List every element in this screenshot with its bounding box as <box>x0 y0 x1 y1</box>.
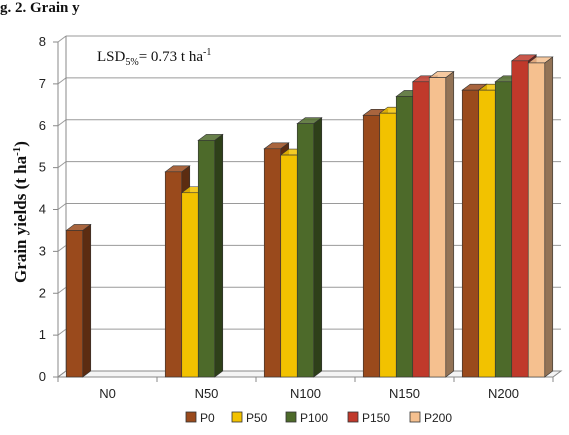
bar <box>412 81 430 378</box>
gridline-side <box>57 77 67 85</box>
bar-P100-N100 <box>296 117 323 378</box>
bars <box>65 54 554 378</box>
gridline-side <box>57 328 67 336</box>
y-tick-label: 2 <box>39 285 46 300</box>
bar-P0-N0 <box>65 223 92 378</box>
gridline-side <box>57 35 67 43</box>
y-tick-label: 7 <box>39 76 46 91</box>
bar <box>494 81 513 378</box>
y-tick-label: 3 <box>39 243 46 258</box>
y-tick-label: 0 <box>39 369 46 384</box>
bar-P200-N200 <box>527 56 554 378</box>
bar-side <box>313 117 323 378</box>
bar-P100-N50 <box>197 133 224 378</box>
bar <box>164 171 183 378</box>
y-tick-label: 8 <box>39 34 46 49</box>
bar-side <box>544 56 554 378</box>
y-tick-labels: 0 1 2 3 4 5 6 7 8 <box>39 34 46 384</box>
bar <box>181 192 199 378</box>
bar <box>65 230 84 378</box>
x-tick-labels: N0 N50 N100 N150 N200 <box>99 386 519 401</box>
bar <box>478 89 496 378</box>
bar <box>263 148 282 378</box>
y-tick-label: 1 <box>39 327 46 342</box>
bar <box>527 62 546 378</box>
legend-item-p100: P100 <box>285 411 328 425</box>
legend-item-p150: P150 <box>347 411 390 425</box>
legend-swatch <box>231 411 243 423</box>
legend-item-p50: P50 <box>231 411 268 425</box>
gridline-side <box>57 161 67 169</box>
bar <box>395 96 414 378</box>
bar-P200-N150 <box>428 70 455 378</box>
legend-label: P200 <box>424 411 452 425</box>
legend-swatch <box>285 411 297 423</box>
legend: P0 P50 P100 P150 P200 <box>185 411 452 425</box>
x-tick-label: N100 <box>290 386 321 401</box>
figure-caption-fragment: g. 2. Grain y <box>0 0 80 16</box>
bar <box>296 123 315 378</box>
y-tick-label: 4 <box>39 202 46 217</box>
y-tick-label: 6 <box>39 118 46 133</box>
y-axis-label: Grain yields (t ha-1) <box>11 141 30 283</box>
x-tick-label: N50 <box>195 386 219 401</box>
legend-item-p200: P200 <box>409 411 452 425</box>
legend-swatch <box>409 411 421 423</box>
bar <box>280 154 298 378</box>
gridline-side <box>57 286 67 294</box>
gridline-side <box>57 244 67 252</box>
bar <box>362 114 381 378</box>
bar <box>428 77 447 378</box>
legend-label: P50 <box>246 411 268 425</box>
gridline-side <box>57 203 67 210</box>
lsd-annotation: LSD5%= 0.73 t ha-1 <box>97 47 211 68</box>
legend-swatch <box>347 411 359 423</box>
x-tick-label: N200 <box>488 386 519 401</box>
legend-label: P150 <box>362 411 390 425</box>
bar-side <box>82 223 92 378</box>
legend-swatch <box>185 411 197 423</box>
bar <box>511 60 529 378</box>
gridline-side <box>57 119 67 127</box>
y-tick-label: 5 <box>39 160 46 175</box>
bar <box>197 140 216 378</box>
bar <box>379 112 397 378</box>
bar <box>461 89 480 378</box>
legend-item-p0: P0 <box>185 411 215 425</box>
legend-label: P0 <box>200 411 215 425</box>
legend-label: P100 <box>300 411 328 425</box>
x-tick-label: N0 <box>99 386 116 401</box>
bar-side <box>214 133 224 378</box>
x-tick-label: N150 <box>389 386 420 401</box>
bar-side <box>445 70 455 378</box>
